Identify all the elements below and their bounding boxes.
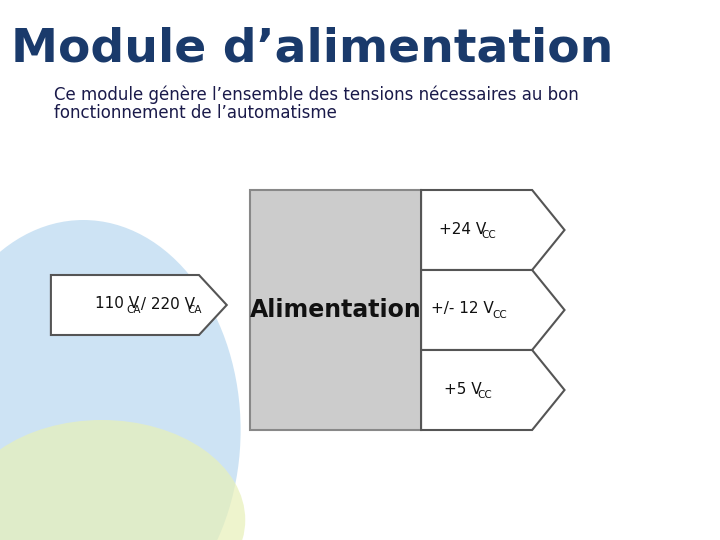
- Bar: [250, 190, 421, 430]
- Text: +5 V: +5 V: [444, 381, 482, 396]
- Text: Alimentation: Alimentation: [250, 298, 421, 322]
- Text: CA: CA: [187, 305, 202, 315]
- Ellipse shape: [0, 420, 246, 540]
- Text: Module d’alimentation: Module d’alimentation: [11, 27, 613, 72]
- Ellipse shape: [0, 220, 240, 540]
- Text: CC: CC: [477, 390, 492, 400]
- Text: / 220 V: / 220 V: [136, 296, 195, 312]
- Text: CC: CC: [481, 230, 496, 240]
- Text: Ce module génère l’ensemble des tensions nécessaires au bon: Ce module génère l’ensemble des tensions…: [54, 85, 578, 104]
- Text: CA: CA: [127, 305, 141, 315]
- Polygon shape: [51, 275, 227, 335]
- Polygon shape: [421, 270, 564, 350]
- Polygon shape: [421, 190, 564, 270]
- Polygon shape: [421, 350, 564, 430]
- Text: +24 V: +24 V: [439, 221, 486, 237]
- Text: fonctionnement de l’automatisme: fonctionnement de l’automatisme: [54, 104, 336, 122]
- Text: 110 V: 110 V: [95, 296, 140, 312]
- Text: +/- 12 V: +/- 12 V: [431, 301, 494, 316]
- Text: CC: CC: [492, 310, 507, 320]
